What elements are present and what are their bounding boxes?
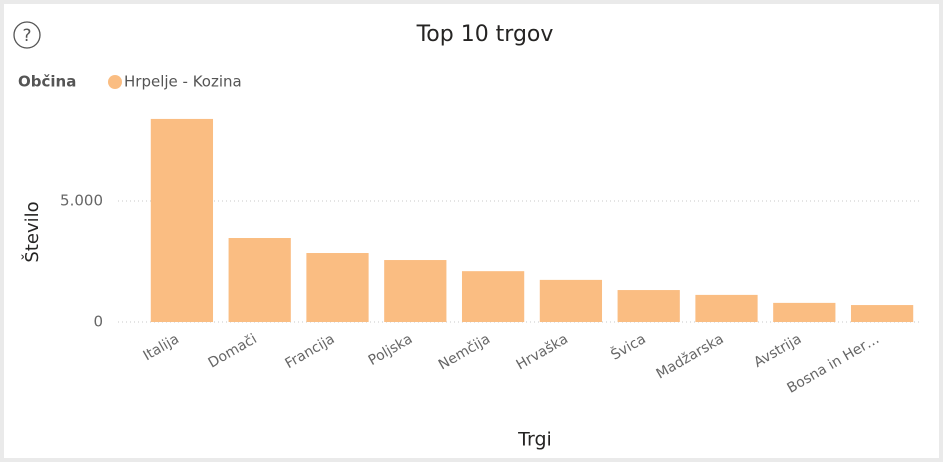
bar [461, 271, 525, 322]
legend-label: Hrpelje - Kozina [124, 73, 242, 91]
bar [773, 302, 836, 322]
bar [306, 253, 369, 322]
x-axis-label: Trgi [517, 429, 552, 451]
help-icon-glyph[interactable]: ? [22, 26, 31, 46]
y-tick-label: 5.000 [60, 191, 103, 209]
bar [695, 294, 758, 322]
legend-marker [108, 75, 122, 89]
bar [384, 260, 447, 322]
y-tick-label: 0 [93, 313, 103, 331]
legend-title: Občina [18, 73, 76, 91]
help-icon[interactable] [13, 21, 41, 49]
bar [850, 305, 914, 322]
y-axis-label: Število [21, 201, 43, 262]
bar [150, 118, 214, 323]
chart-title: Top 10 trgov [416, 22, 554, 47]
bar [228, 238, 291, 322]
bar [539, 279, 603, 322]
bar [617, 290, 680, 322]
